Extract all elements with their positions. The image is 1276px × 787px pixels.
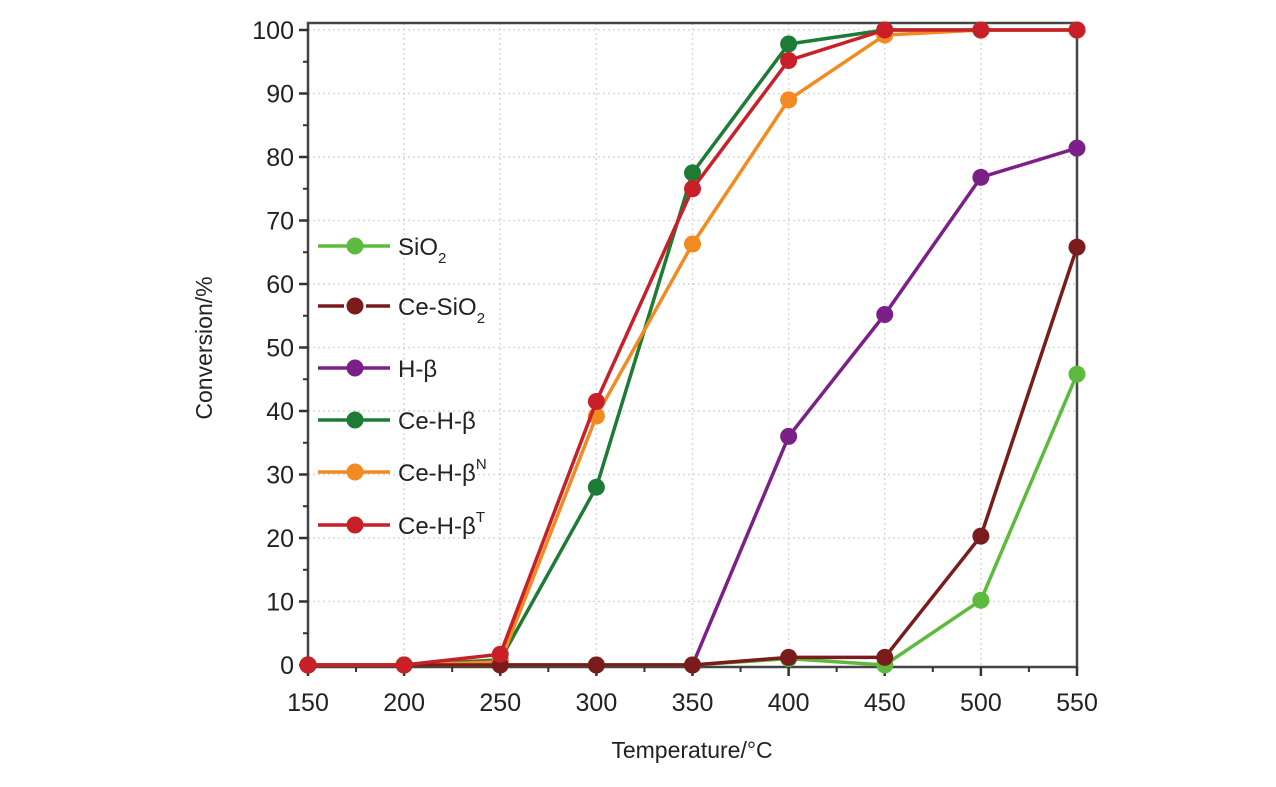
y-tick-label: 30 bbox=[266, 462, 294, 490]
legend-label: SiO2 bbox=[398, 234, 446, 267]
y-tick-label: 90 bbox=[266, 81, 294, 109]
data-point bbox=[972, 168, 990, 186]
data-point bbox=[780, 51, 798, 69]
data-point bbox=[1068, 238, 1086, 256]
data-point bbox=[780, 91, 798, 109]
data-point bbox=[587, 478, 605, 496]
data-point bbox=[684, 235, 701, 253]
data-point bbox=[780, 427, 798, 445]
x-tick-label: 250 bbox=[479, 689, 521, 717]
legend-item: Ce-H-βT bbox=[318, 509, 485, 540]
legend-label: Ce-SiO2 bbox=[398, 294, 485, 327]
x-tick-label: 150 bbox=[287, 689, 329, 717]
axes: 0 10 20 30 40 50 60 70 80 90 100 150 200 250 300 350 400… bbox=[252, 17, 1098, 717]
grid bbox=[308, 23, 1077, 667]
legend-item: Ce-H-β bbox=[318, 408, 476, 435]
x-tick-label: 350 bbox=[672, 689, 714, 717]
data-point bbox=[587, 656, 605, 674]
legend-item: H-β bbox=[318, 356, 437, 383]
y-tick-label: 80 bbox=[266, 144, 294, 172]
y-tick-label: 100 bbox=[252, 17, 294, 45]
legend-marker bbox=[346, 411, 364, 429]
legend-marker bbox=[346, 359, 364, 377]
y-tick-label: 50 bbox=[266, 335, 294, 363]
legend-label: Ce-H-β bbox=[398, 408, 476, 435]
legend-marker bbox=[346, 463, 364, 481]
series-Ce-H-βT bbox=[299, 21, 1086, 674]
y-tick-label: 20 bbox=[266, 525, 294, 553]
data-point bbox=[780, 35, 798, 53]
x-tick-label: 450 bbox=[864, 689, 906, 717]
legend-marker bbox=[346, 297, 364, 315]
legend-marker bbox=[346, 237, 364, 255]
series-line bbox=[308, 146, 1078, 667]
data-point bbox=[684, 656, 701, 674]
data-point bbox=[972, 21, 990, 39]
legend-item: SiO2 bbox=[318, 234, 446, 267]
data-point bbox=[491, 645, 509, 663]
x-tick-label: 200 bbox=[383, 689, 425, 717]
data-point bbox=[684, 180, 701, 198]
data-point bbox=[587, 392, 605, 410]
data-point bbox=[1068, 21, 1086, 39]
y-axis-title: Conversion/% bbox=[191, 276, 217, 419]
y-tick-label: 70 bbox=[266, 208, 294, 236]
legend-label: Ce-H-βN bbox=[398, 456, 487, 487]
legend: SiO2 Ce-SiO2 H-β Ce-H-β Ce-H-βN Ce-H-βT bbox=[318, 234, 487, 540]
data-point bbox=[299, 656, 317, 674]
legend-item: Ce-SiO2 bbox=[318, 294, 485, 327]
x-tick-label: 400 bbox=[768, 689, 810, 717]
legend-label: Ce-H-βT bbox=[398, 509, 485, 540]
legend-marker bbox=[346, 516, 364, 534]
data-point bbox=[395, 656, 413, 674]
data-point bbox=[876, 648, 894, 666]
x-axis-title: Temperature/°C bbox=[611, 737, 772, 763]
x-tick-label: 500 bbox=[960, 689, 1002, 717]
x-tick-label: 550 bbox=[1056, 689, 1098, 717]
data-point bbox=[1068, 365, 1086, 383]
data-point bbox=[876, 305, 894, 323]
data-point bbox=[972, 591, 990, 609]
data-point bbox=[876, 21, 894, 39]
legend-item: Ce-H-βN bbox=[318, 456, 487, 487]
data-point bbox=[1068, 139, 1086, 157]
y-tick-label: 40 bbox=[266, 398, 294, 426]
data-point bbox=[972, 527, 990, 545]
series-layer bbox=[299, 21, 1086, 674]
y-tick-label: 0 bbox=[280, 652, 294, 680]
data-point bbox=[684, 164, 701, 182]
x-tick-label: 300 bbox=[576, 689, 618, 717]
y-tick-label: 60 bbox=[266, 271, 294, 299]
data-point bbox=[780, 648, 798, 666]
y-tick-label: 10 bbox=[266, 589, 294, 617]
legend-label: H-β bbox=[398, 356, 437, 383]
